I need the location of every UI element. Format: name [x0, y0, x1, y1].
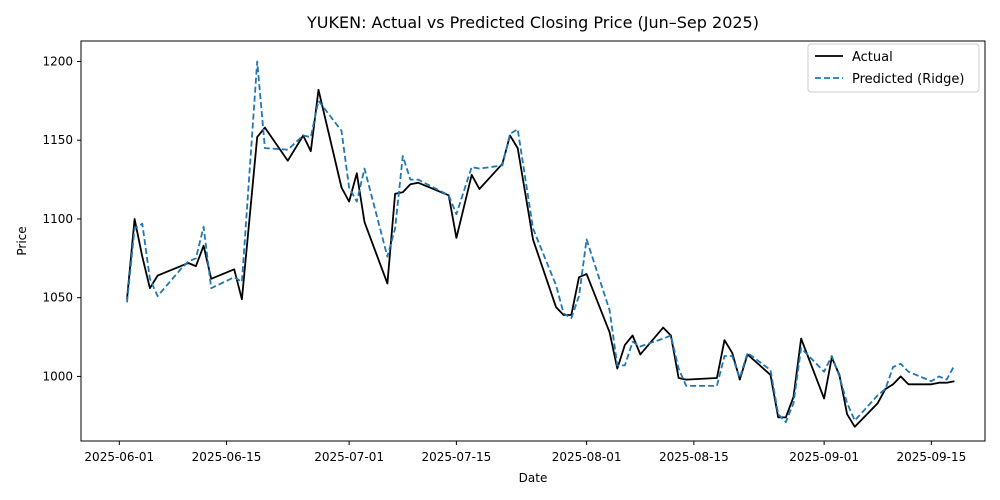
y-tick-label: 1000 — [42, 369, 73, 383]
legend-actual-label: Actual — [852, 50, 893, 65]
y-tick-label: 1050 — [42, 291, 73, 305]
y-tick-label: 1150 — [42, 133, 73, 147]
x-tick-label: 2025-08-15 — [659, 450, 729, 464]
x-tick-label: 2025-09-15 — [896, 450, 966, 464]
x-tick-label: 2025-07-15 — [422, 450, 492, 464]
series-layer — [126, 60, 956, 428]
plot-frame — [80, 40, 986, 442]
x-tick-label: 2025-09-01 — [789, 450, 859, 464]
legend-predicted-label: Predicted (Ridge) — [852, 72, 964, 87]
x-axis-label: Date — [519, 471, 548, 485]
axes-ticks: 2025-06-01 2025-06-15 2025-07-01 2025-07-15… — [42, 54, 966, 464]
y-tick-label: 1200 — [42, 54, 73, 68]
legend: Actual Predicted (Ridge) — [807, 43, 980, 93]
legend-box — [807, 43, 980, 93]
x-tick-label: 2025-06-01 — [84, 450, 154, 464]
y-axis-label: Price — [15, 226, 29, 255]
x-tick-label: 2025-08-01 — [552, 450, 622, 464]
x-tick-label: 2025-06-15 — [192, 450, 262, 464]
x-tick-label: 2025-07-01 — [314, 450, 384, 464]
predicted-series-line — [126, 60, 956, 424]
y-tick-label: 1100 — [42, 212, 73, 226]
chart-title: YUKEN: Actual vs Predicted Closing Price… — [306, 13, 759, 32]
